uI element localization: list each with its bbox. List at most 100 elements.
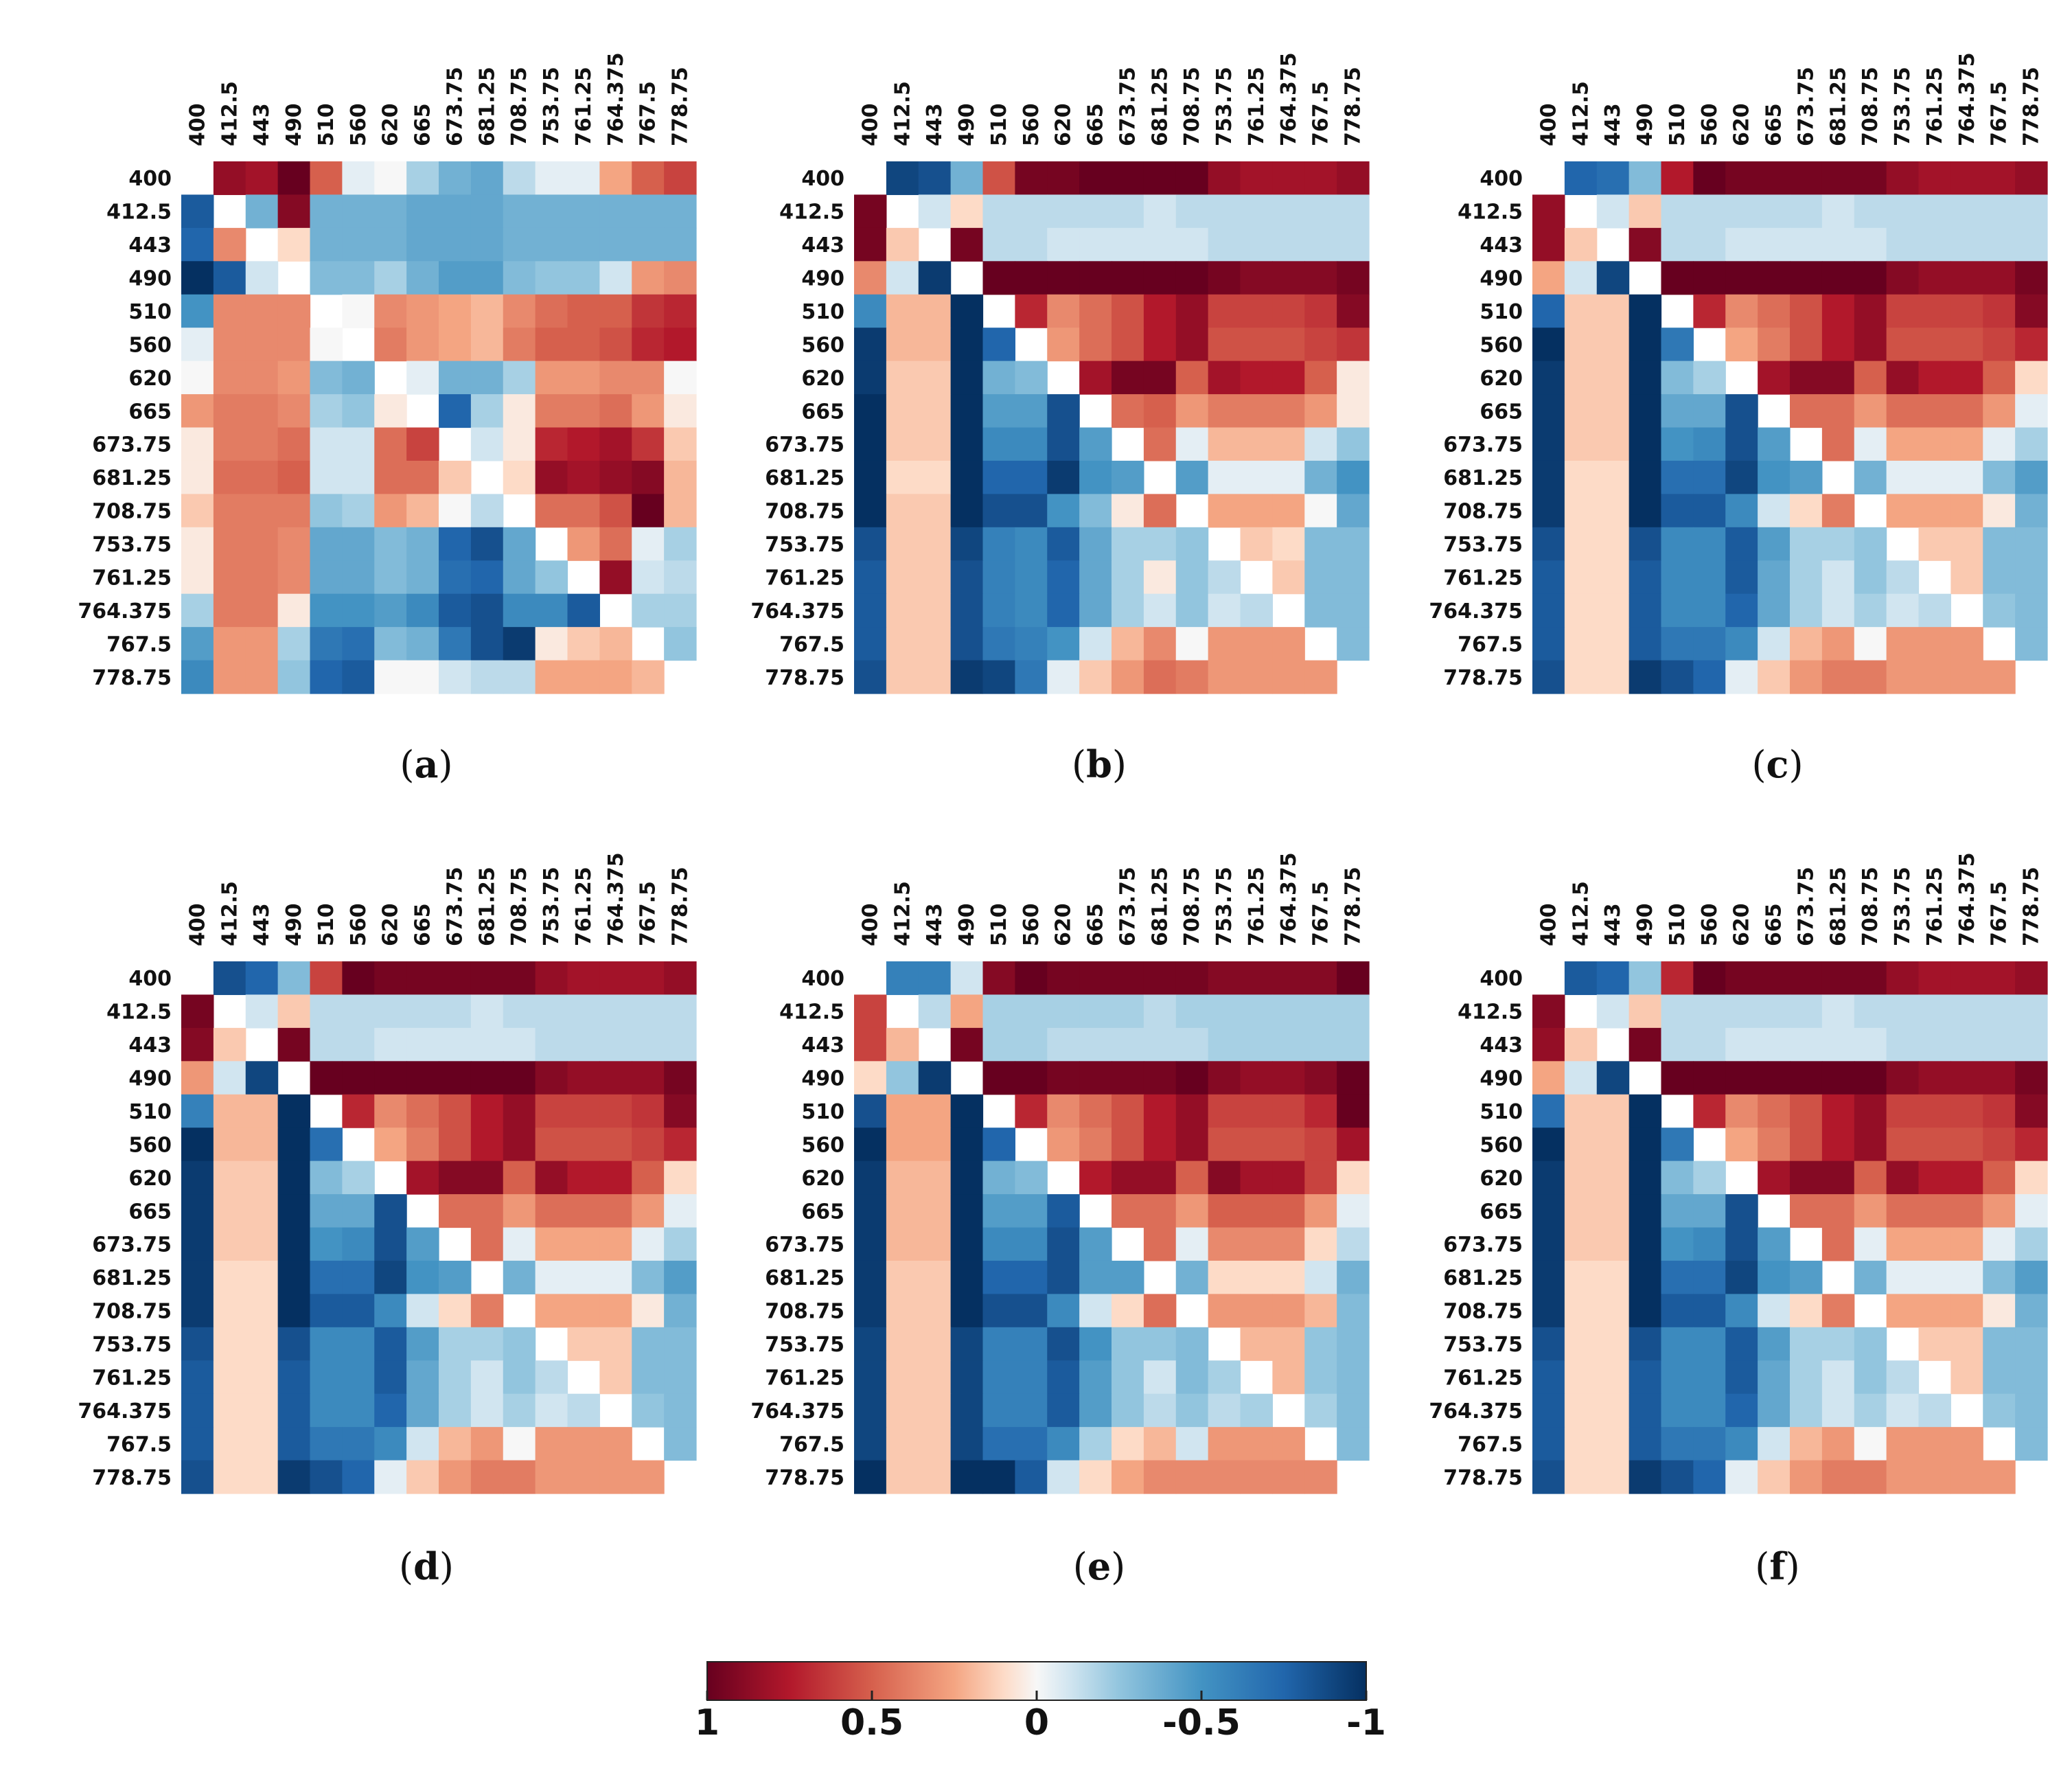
cell-b-15-11 xyxy=(1208,660,1241,694)
cell-a-14-12 xyxy=(567,627,600,661)
cell-f-4-1 xyxy=(1564,1094,1598,1128)
cell-a-7-8 xyxy=(439,394,472,428)
cell-d-2-13 xyxy=(599,1027,632,1062)
cell-b-9-0 xyxy=(854,460,887,494)
cell-d-6-11 xyxy=(535,1160,568,1195)
cell-a-0-10 xyxy=(503,161,536,196)
cell-f-10-13 xyxy=(1950,1294,1983,1328)
cell-e-13-1 xyxy=(886,1393,919,1428)
cell-c-7-9 xyxy=(1821,394,1855,428)
x-tick-label: 681.25 xyxy=(1148,67,1172,146)
cell-e-5-9 xyxy=(1143,1128,1177,1162)
y-tick-label: 412.5 xyxy=(779,201,844,225)
cell-b-0-15 xyxy=(1337,161,1370,196)
cell-a-13-7 xyxy=(406,593,439,628)
cell-d-15-2 xyxy=(245,1460,279,1494)
cell-b-3-0 xyxy=(854,261,887,295)
cell-f-5-14 xyxy=(1983,1128,2016,1162)
cell-b-9-10 xyxy=(1175,460,1209,494)
cell-c-3-8 xyxy=(1790,261,1823,295)
x-tick-label: 400 xyxy=(185,903,209,946)
cell-b-2-8 xyxy=(1112,227,1144,262)
cell-d-10-13 xyxy=(599,1294,632,1328)
cell-e-7-13 xyxy=(1272,1194,1305,1228)
cell-b-8-14 xyxy=(1304,427,1337,461)
cell-e-9-3 xyxy=(950,1260,984,1294)
cell-a-6-12 xyxy=(567,361,600,395)
cell-e-4-2 xyxy=(918,1094,952,1128)
cell-f-14-2 xyxy=(1596,1427,1630,1461)
heatmap-panel-e: 400412.5443490510560620665673.75681.2570… xyxy=(750,852,1370,1588)
cell-e-2-9 xyxy=(1143,1027,1177,1062)
cell-f-4-15 xyxy=(2015,1094,2048,1128)
x-tick-label: 510 xyxy=(987,903,1011,946)
cell-c-8-10 xyxy=(1854,427,1887,461)
cell-e-15-2 xyxy=(918,1460,952,1494)
cell-d-4-8 xyxy=(439,1094,472,1128)
x-tick-label: 665 xyxy=(1762,903,1786,946)
y-tick-label: 764.375 xyxy=(1429,1399,1523,1423)
cell-a-0-8 xyxy=(439,161,472,196)
cell-d-12-13 xyxy=(599,1360,632,1395)
cell-b-11-3 xyxy=(950,527,984,561)
cell-a-4-9 xyxy=(470,294,504,328)
cell-a-1-14 xyxy=(632,194,665,229)
x-tick-label: 673.75 xyxy=(1794,67,1818,146)
cell-e-1-9 xyxy=(1143,994,1177,1029)
x-tick-label: 761.25 xyxy=(1245,67,1269,146)
cell-b-13-2 xyxy=(918,593,952,628)
x-tick-label: 412.5 xyxy=(890,881,914,946)
cell-d-14-11 xyxy=(535,1427,568,1461)
cell-e-14-0 xyxy=(854,1427,887,1461)
cell-b-1-4 xyxy=(982,194,1015,229)
cell-a-8-7 xyxy=(406,427,439,461)
cell-c-5-10 xyxy=(1854,328,1887,362)
cell-d-12-0 xyxy=(181,1360,214,1395)
cell-c-15-5 xyxy=(1693,660,1726,694)
cell-d-1-11 xyxy=(535,994,568,1029)
cell-a-1-15 xyxy=(664,194,697,229)
cell-c-3-13 xyxy=(1950,261,1983,295)
cell-b-7-14 xyxy=(1304,394,1337,428)
y-tick-label: 560 xyxy=(1480,1133,1523,1157)
x-tick-label: 490 xyxy=(282,103,306,146)
y-tick-label: 665 xyxy=(801,1200,844,1224)
cell-b-14-7 xyxy=(1079,627,1112,661)
cell-f-3-12 xyxy=(1918,1061,1951,1095)
cell-e-5-4 xyxy=(982,1128,1015,1162)
cell-e-15-9 xyxy=(1143,1460,1177,1494)
cell-b-14-9 xyxy=(1143,627,1177,661)
cell-c-12-7 xyxy=(1758,560,1791,595)
x-tick-label: 560 xyxy=(1698,103,1722,146)
cell-b-13-11 xyxy=(1208,593,1241,628)
cell-c-12-8 xyxy=(1790,560,1823,595)
cell-d-7-4 xyxy=(310,1194,343,1228)
cell-e-2-7 xyxy=(1079,1027,1112,1062)
cell-f-1-9 xyxy=(1821,994,1855,1029)
cell-a-6-1 xyxy=(213,361,246,395)
cell-b-6-1 xyxy=(886,361,919,395)
heatmap-panels: 400412.5443490510560620665673.75681.2570… xyxy=(78,52,2048,1588)
cell-b-2-10 xyxy=(1175,227,1209,262)
cell-a-13-1 xyxy=(213,593,246,628)
cell-a-13-12 xyxy=(567,593,600,628)
cell-a-10-5 xyxy=(342,494,375,528)
cell-f-8-7 xyxy=(1758,1227,1791,1261)
cell-b-4-6 xyxy=(1047,294,1080,328)
cell-a-0-3 xyxy=(277,161,311,196)
cell-b-7-3 xyxy=(950,394,984,428)
cell-f-2-10 xyxy=(1854,1027,1887,1062)
cell-c-14-2 xyxy=(1596,627,1630,661)
cell-c-4-12 xyxy=(1918,294,1951,328)
cell-d-0-15 xyxy=(664,961,697,996)
cell-e-1-3 xyxy=(950,994,984,1029)
cell-a-11-14 xyxy=(632,527,665,561)
cell-f-12-3 xyxy=(1628,1360,1662,1395)
cell-b-9-15 xyxy=(1337,460,1370,494)
cell-c-13-9 xyxy=(1821,593,1855,628)
cell-f-0-1 xyxy=(1564,961,1598,996)
cell-e-13-9 xyxy=(1143,1393,1177,1428)
cell-d-14-2 xyxy=(245,1427,279,1461)
cell-d-2-5 xyxy=(342,1027,375,1062)
cell-e-3-7 xyxy=(1079,1061,1112,1095)
